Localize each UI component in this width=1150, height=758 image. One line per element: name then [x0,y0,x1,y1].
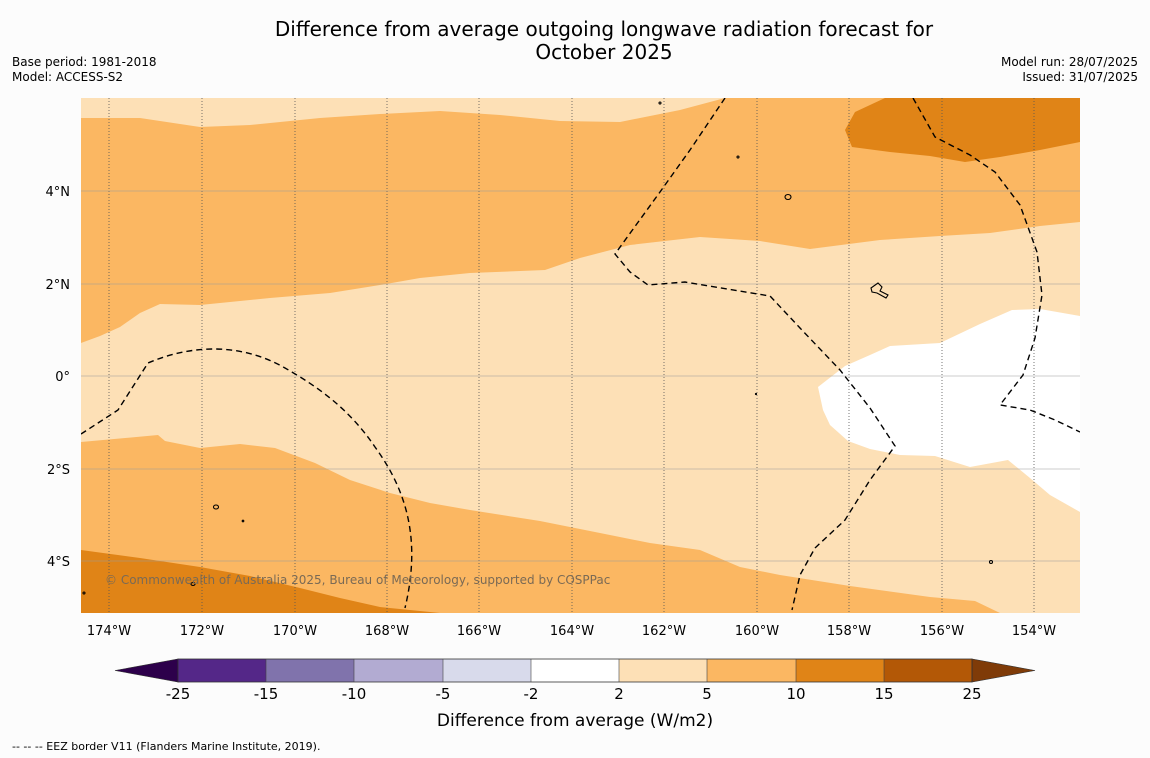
colorbar-tick: -15 [254,685,279,703]
colorbar-tick: 10 [786,685,805,703]
latitude-gridlines [81,190,1080,562]
lon-label: 160°W [735,624,779,639]
lat-label: 2°N [46,278,71,293]
colorbar-tick: -25 [166,685,191,703]
contour-neg2-2 [818,309,1080,512]
colorbar-bin [178,659,266,682]
copyright-watermark: © Commonwealth of Australia 2025, Bureau… [105,573,610,587]
lon-label: 168°W [365,624,409,639]
colorbar-bin [619,659,707,682]
lon-label: 162°W [642,624,686,639]
contour-10-15-northeast [845,98,1080,162]
colorbar-label: Difference from average (W/m2) [437,711,713,731]
colorbar-tick: -10 [342,685,367,703]
lat-label: 4°N [46,185,71,200]
colorbar-tick: 2 [614,685,624,703]
base-period-text: Base period: 1981-2018 [12,55,157,69]
map-plot-area: © Commonwealth of Australia 2025, Bureau… [81,98,1080,613]
colorbar-bin [796,659,884,682]
colorbar-bin [443,659,531,682]
lon-label: 172°W [180,624,224,639]
lon-label: 166°W [457,624,501,639]
eez-borders [81,98,1080,611]
colorbar-tick: 15 [874,685,893,703]
model-run-text: Model run: 28/07/2025 [1000,55,1138,69]
longitude-labels: 174°W 172°W 170°W 168°W 166°W 164°W 162°… [87,624,1056,639]
model-text: Model: ACCESS-S2 [12,70,124,84]
colorbar-tick: 25 [962,685,981,703]
colorbar-bin [707,659,796,682]
contour-5-10-north [81,98,1080,343]
lat-label: 2°S [47,463,70,478]
colorbar-tick: -5 [436,685,451,703]
lat-label: 0° [55,370,70,385]
longitude-gridlines [108,98,1035,613]
colorbar-extend-high [971,658,1036,683]
lon-label: 164°W [550,624,594,639]
colorbar-extend-low [114,658,179,683]
metadata-left: Base period: 1981-2018 Model: ACCESS-S2 [12,55,157,85]
contour-10-15-south [81,550,440,613]
lon-label: 174°W [87,624,131,639]
map-title: Difference from average outgoing longwav… [200,18,1008,64]
latitude-labels: 4°N 2°N 0° 2°S 4°S [46,185,71,570]
lon-label: 156°W [920,624,964,639]
contour-5-10-south [81,435,1000,613]
lon-label: 158°W [827,624,871,639]
lat-label: 4°S [47,555,70,570]
colorbar-bin [531,659,619,682]
title-line-1: Difference from average outgoing longwav… [274,17,934,41]
colorbar-bin [266,659,354,682]
metadata-right: Model run: 28/07/2025 Issued: 31/07/2025 [1001,55,1138,85]
colorbar-tick: 5 [702,685,712,703]
colorbar-bin [354,659,443,682]
lon-label: 154°W [1012,624,1056,639]
colorbar-bin [884,659,972,682]
islands [82,101,994,595]
lon-label: 170°W [273,624,317,639]
eez-legend-note: -- -- -- EEZ border V11 (Flanders Marine… [12,740,321,753]
colorbar: -25 -15 -10 -5 -2 2 5 10 15 25 Differenc… [114,658,1036,731]
colorbar-tick: -2 [524,685,539,703]
title-line-2: October 2025 [535,40,673,64]
issued-text: Issued: 31/07/2025 [1022,70,1138,84]
